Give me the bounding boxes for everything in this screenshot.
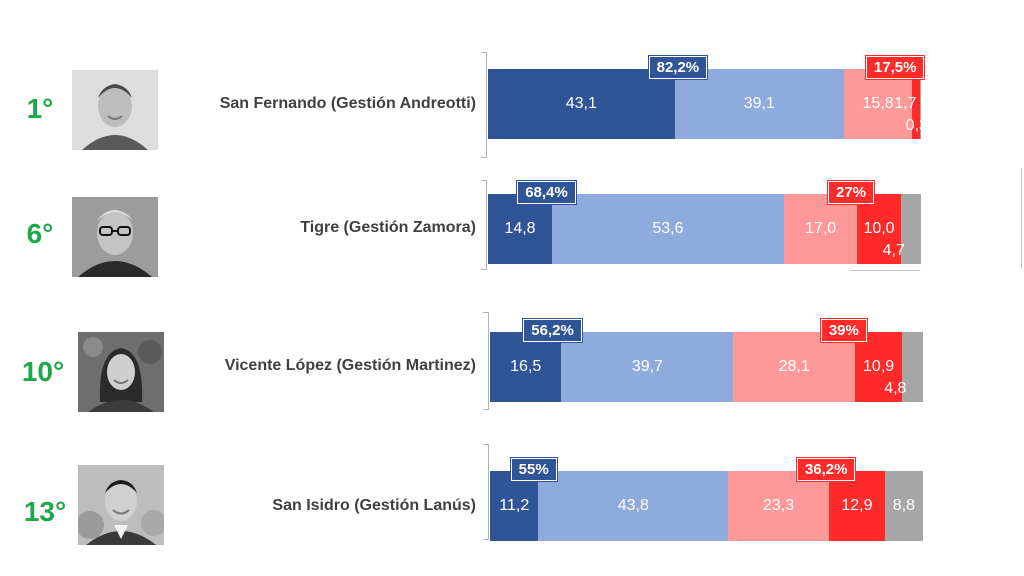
portrait-photo: [72, 70, 158, 150]
segment-value-label: 15,8: [862, 95, 894, 112]
segment-value-label: 10,9: [863, 358, 895, 375]
segment-value-label: 39,7: [631, 358, 663, 375]
segment-value-label: 53,6: [652, 220, 684, 237]
category-axis-line: [488, 312, 489, 410]
bar-segment-5: 8,8: [884, 471, 923, 541]
axis-tick: [481, 269, 487, 270]
segment-value-label: 1,7: [894, 95, 917, 112]
negative-total-badge: 36,2%: [796, 458, 856, 481]
axis-tick: [481, 180, 487, 181]
axis-tick: [483, 444, 489, 445]
bar-segment-5: 4,8: [884, 332, 923, 402]
segment-value-label: 43,1: [565, 95, 597, 112]
bar-segment-5: 0,3: [906, 69, 928, 139]
axis-tick: [483, 312, 489, 313]
segment-value-label: 14,8: [504, 220, 536, 237]
bar-segment-4: 1,7: [894, 69, 920, 139]
portrait-photo: [78, 332, 164, 412]
bar-segment-3: 15,8: [843, 69, 913, 139]
portrait-photo: [72, 197, 158, 277]
bar-segment-1: 16,5: [490, 332, 562, 402]
segment-value-label: 0,3: [905, 117, 928, 134]
portrait-photo: [78, 465, 164, 545]
divider-line: [1021, 168, 1022, 268]
negative-total-badge: 27%: [828, 181, 875, 204]
municipality-name: San Isidro (Gestión Lanús): [272, 497, 476, 514]
bar-segment-2: 39,7: [561, 332, 734, 402]
stacked-bar: 11,2 43,8 23,3 12,9 8,8: [490, 471, 923, 541]
segment-value-label: 43,8: [617, 497, 649, 514]
segment-value-label: 39,1: [743, 95, 775, 112]
segment-value-label: 17,0: [805, 220, 837, 237]
axis-tick: [483, 539, 489, 540]
bar-segment-2: 43,8: [538, 471, 729, 541]
municipality-name: Vicente López (Gestión Martinez): [224, 357, 476, 374]
stacked-bar: 16,5 39,7 28,1 10,9 4,8: [490, 332, 923, 402]
positive-total-badge: 68,4%: [517, 181, 576, 204]
negative-total-badge: 39%: [820, 319, 867, 342]
segment-value-label: 8,8: [892, 497, 916, 514]
rank-label: 6°: [26, 218, 54, 249]
axis-tick: [481, 157, 487, 158]
segment-value-label: 23,3: [762, 497, 795, 514]
category-axis-line: [486, 180, 487, 270]
bar-segment-4: 10,0: [857, 194, 901, 264]
bar-segment-2: 39,1: [674, 69, 844, 139]
positive-total-badge: 55%: [510, 458, 557, 481]
rank-label: 13°: [23, 496, 67, 527]
bar-segment-1: 11,2: [490, 471, 539, 541]
stacked-bar: 14,8 53,6 17,0 10,0 4,7: [488, 194, 921, 264]
segment-value-label: 12,9: [841, 497, 873, 514]
municipality-name: Tigre (Gestión Zamora): [300, 219, 476, 236]
axis-tick: [483, 409, 489, 410]
bar-segment-2: 53,6: [552, 194, 784, 264]
category-axis-line: [486, 52, 487, 158]
underline-mark: [850, 270, 920, 271]
segment-value-label: 11,2: [499, 497, 530, 514]
bar-segment-1: 43,1: [488, 69, 675, 139]
segment-value-label: 28,1: [778, 358, 810, 375]
bar-segment-3: 23,3: [728, 471, 829, 541]
segment-value-label: 4,8: [884, 380, 907, 397]
bar-segment-5: 4,7: [883, 194, 921, 264]
negative-total-badge: 17,5%: [865, 56, 925, 79]
bar-segment-3: 28,1: [733, 332, 855, 402]
category-axis-line: [488, 444, 489, 540]
rank-label: 1°: [26, 93, 54, 124]
stacked-bar: 43,1 39,1 15,8 1,7 0,3: [488, 69, 928, 139]
segment-value-label: 4,7: [882, 242, 905, 259]
municipality-name: San Fernando (Gestión Andreotti): [219, 95, 476, 112]
bar-segment-3: 17,0: [783, 194, 858, 264]
bar-segment-1: 14,8: [488, 194, 553, 264]
segment-value-label: 16,5: [510, 358, 542, 375]
bar-segment-4: 12,9: [829, 471, 885, 541]
positive-total-badge: 82,2%: [648, 56, 708, 79]
segment-value-label: 10,0: [863, 220, 895, 237]
rank-label: 10°: [21, 356, 65, 387]
bar-segment-4: 10,9: [855, 332, 903, 402]
positive-total-badge: 56,2%: [523, 319, 582, 342]
axis-tick: [481, 52, 487, 53]
